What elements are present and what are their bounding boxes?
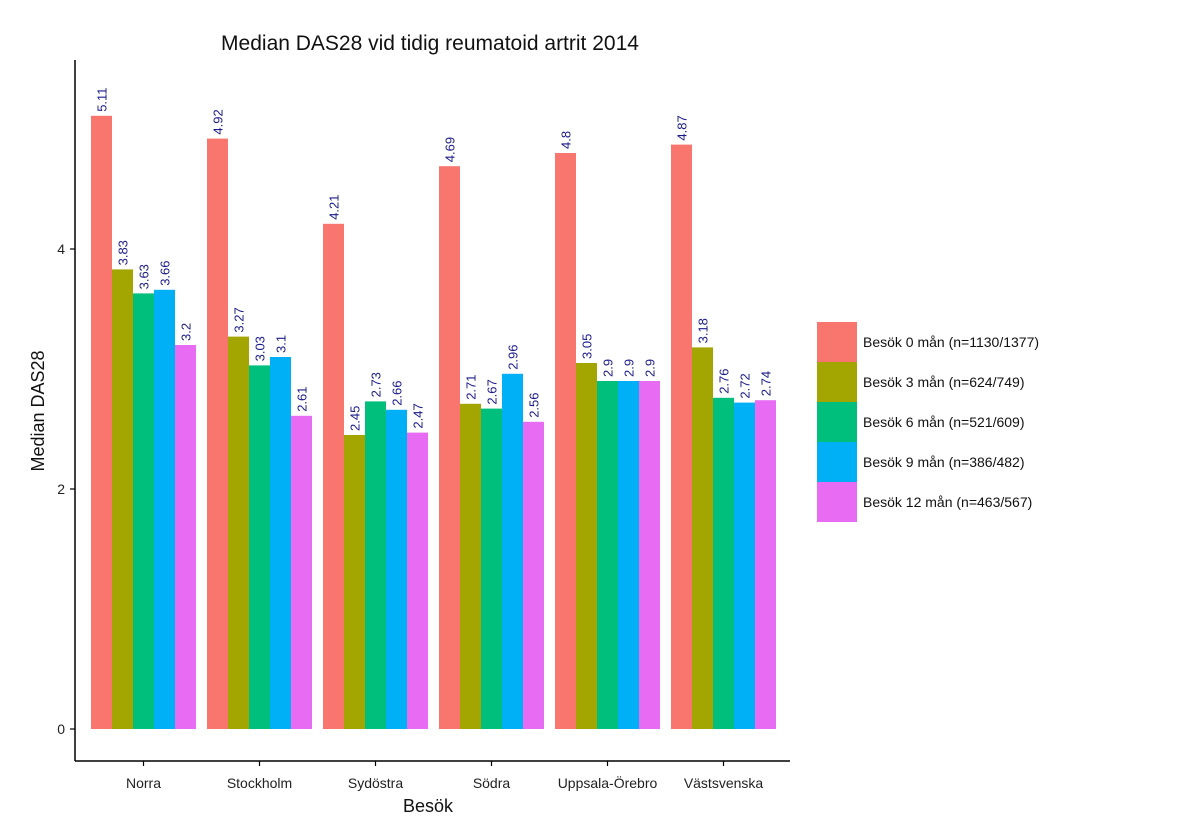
bar [291, 415, 312, 729]
bar-value-label: 3.03 [253, 336, 268, 361]
bar-value-label: 2.56 [527, 392, 542, 417]
legend-label: Besök 12 mån (n=463/567) [863, 494, 1032, 510]
legend-item: Besök 0 mån (n=1130/1377) [817, 322, 1039, 362]
bar-value-label: 2.45 [348, 406, 363, 431]
bar-value-label: 4.21 [327, 194, 342, 219]
bar-value-label: 2.76 [717, 368, 732, 393]
legend-item: Besök 12 mån (n=463/567) [817, 482, 1032, 522]
legend-label: Besök 3 mån (n=624/749) [863, 374, 1025, 390]
bar-value-label: 2.96 [506, 344, 521, 369]
bar-value-label: 3.2 [179, 323, 194, 341]
x-tick-label: Västsvenska [684, 775, 764, 791]
bar [154, 289, 175, 729]
bar [175, 345, 196, 729]
bar-value-label: 3.83 [116, 240, 131, 265]
bar [344, 435, 365, 729]
bar-value-label: 2.74 [759, 371, 774, 396]
legend-item: Besök 3 mån (n=624/749) [817, 362, 1025, 402]
bar-value-label: 2.72 [738, 373, 753, 398]
bar [734, 402, 755, 729]
bar [249, 365, 270, 729]
legend-key [817, 442, 857, 482]
bar [755, 400, 776, 729]
bar-value-label: 3.27 [232, 307, 247, 332]
bar-value-label: 4.92 [211, 109, 226, 134]
bar-value-label: 4.87 [675, 115, 690, 140]
bar [597, 381, 618, 729]
x-tick-label: Norra [126, 775, 161, 791]
bar [671, 144, 692, 730]
bar-value-label: 3.63 [137, 264, 152, 289]
y-tick-label: 4 [57, 241, 65, 257]
bar-value-label: 5.11 [95, 87, 110, 111]
bar [692, 347, 713, 729]
bar-value-label: 3.05 [580, 334, 595, 359]
bar [91, 115, 112, 730]
bar-value-label: 4.69 [443, 137, 458, 162]
y-tick-label: 2 [57, 481, 65, 497]
bar [228, 336, 249, 729]
bar [133, 293, 154, 729]
bar-value-label: 2.73 [369, 372, 384, 397]
legend-key [817, 402, 857, 442]
bar-value-label: 4.8 [559, 131, 574, 149]
y-axis-title: Median DAS28 [28, 350, 48, 471]
bar [639, 381, 660, 729]
y-tick-label: 0 [57, 721, 65, 737]
plot-area: 0 2 4 5.11 3.83 3.63 3.66 3.2 Norra 4.92 3.27 3.03 3… [57, 60, 790, 791]
bar-value-label: 2.9 [601, 359, 616, 377]
bar [407, 432, 428, 729]
legend-label: Besök 6 mån (n=521/609) [863, 414, 1025, 430]
legend-label: Besök 0 mån (n=1130/1377) [863, 334, 1039, 350]
legend-item: Besök 9 mån (n=386/482) [817, 442, 1025, 482]
x-tick-label: Södra [473, 775, 511, 791]
bar-value-label: 2.9 [622, 359, 637, 377]
x-tick-label: Stockholm [227, 775, 292, 791]
legend-key [817, 362, 857, 402]
bar [439, 166, 460, 729]
bar-value-label: 2.71 [464, 374, 479, 399]
bar-value-label: 2.47 [411, 403, 426, 428]
bar [365, 401, 386, 729]
legend: Besök 0 mån (n=1130/1377) Besök 3 mån (n=… [817, 322, 1039, 522]
x-tick-label: Sydöstra [348, 775, 403, 791]
legend-item: Besök 6 mån (n=521/609) [817, 402, 1025, 442]
legend-key [817, 322, 857, 362]
bar [502, 373, 523, 729]
bar-value-label: 3.1 [274, 335, 289, 353]
bar [576, 363, 597, 729]
legend-label: Besök 9 mån (n=386/482) [863, 454, 1025, 470]
bar [112, 269, 133, 729]
bar [207, 138, 228, 730]
bar-value-label: 3.18 [696, 318, 711, 343]
bar [555, 153, 576, 729]
bar [323, 223, 344, 730]
legend-key [817, 482, 857, 522]
bar-value-label: 2.67 [485, 379, 500, 404]
bar [618, 381, 639, 729]
bar-value-label: 2.9 [643, 359, 658, 377]
bar-value-label: 2.66 [390, 380, 405, 405]
bar [270, 357, 291, 729]
x-tick-label: Uppsala-Örebro [558, 774, 658, 791]
chart-title: Median DAS28 vid tidig reumatoid artrit … [221, 32, 639, 55]
bar-value-label: 2.61 [295, 386, 310, 411]
bar-value-label: 3.66 [158, 260, 173, 285]
bar [523, 421, 544, 729]
x-axis-title: Besök [403, 796, 454, 816]
bar [460, 403, 481, 729]
bar [386, 409, 407, 729]
bar [713, 397, 734, 729]
bar [481, 408, 502, 729]
